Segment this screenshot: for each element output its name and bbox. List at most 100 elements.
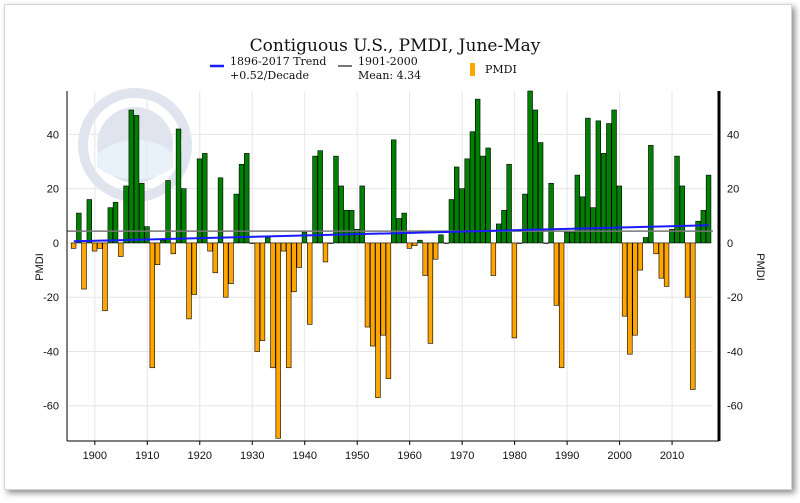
pmdi-bar-2016 bbox=[700, 210, 706, 244]
pmdi-bar-1993 bbox=[579, 196, 586, 244]
pmdi-bar-2009 bbox=[663, 242, 670, 287]
pmdi-bar-1914 bbox=[165, 180, 171, 244]
pmdi-bar-1919 bbox=[191, 242, 197, 295]
pmdi-bar-1900 bbox=[91, 242, 98, 252]
pmdi-bar-1966 bbox=[438, 234, 444, 244]
x-tick-label: 1980 bbox=[502, 450, 526, 462]
pmdi-bar-1924 bbox=[217, 177, 224, 244]
y-tick-label-right: 0 bbox=[727, 238, 733, 250]
y-tick-label-left: 40 bbox=[47, 129, 59, 141]
pmdi-bar-1948 bbox=[343, 210, 350, 244]
pmdi-bar-1970 bbox=[459, 188, 465, 244]
y-tick-label-left: 0 bbox=[53, 238, 59, 250]
pmdi-bar-1957 bbox=[391, 139, 397, 244]
pmdi-bar-2017 bbox=[705, 174, 712, 244]
pmdi-bar-1925 bbox=[223, 242, 229, 298]
pmdi-bar-1898 bbox=[81, 242, 87, 290]
pmdi-bar-1939 bbox=[296, 242, 302, 268]
pmdi-bar-1955 bbox=[380, 242, 386, 336]
x-tick-label: 1940 bbox=[292, 450, 316, 462]
pmdi-bar-1986 bbox=[543, 242, 549, 244]
legend-mean-value: Mean: 4.34 bbox=[358, 69, 421, 82]
pmdi-bar-1964 bbox=[427, 242, 434, 344]
pmdi-bar-2000 bbox=[616, 185, 623, 244]
pmdi-chart: Contiguous U.S., PMDI, June-May 1896-201… bbox=[34, 36, 766, 462]
pmdi-bar-1983 bbox=[527, 90, 533, 244]
y-tick-label-right: 40 bbox=[727, 129, 739, 141]
pmdi-bar-1932 bbox=[259, 242, 266, 341]
pmdi-bar-2004 bbox=[637, 242, 644, 271]
pmdi-bar-1991 bbox=[569, 231, 575, 244]
y-tick-label-left: -20 bbox=[43, 292, 59, 304]
pmdi-bar-1921 bbox=[202, 153, 208, 244]
pmdi-bar-1937 bbox=[286, 242, 292, 369]
pmdi-bar-1997 bbox=[600, 153, 607, 244]
pmdi-bar-1947 bbox=[338, 185, 344, 244]
chart-title: Contiguous U.S., PMDI, June-May bbox=[250, 36, 541, 56]
y-tick-label-right: -60 bbox=[727, 401, 743, 413]
y-tick-label-left: -40 bbox=[43, 346, 59, 358]
legend-mean-title: 1901-2000 bbox=[358, 55, 418, 68]
pmdi-bar-1918 bbox=[186, 242, 192, 320]
pmdi-bar-1982 bbox=[522, 193, 528, 244]
pmdi-bar-1967 bbox=[443, 242, 449, 244]
x-tick-label: 1990 bbox=[555, 450, 579, 462]
pmdi-bar-1945 bbox=[328, 242, 334, 244]
pmdi-bar-1940 bbox=[301, 231, 308, 244]
legend-item-mean: 1901-2000 Mean: 4.34 bbox=[338, 55, 421, 82]
pmdi-bar-1901 bbox=[97, 242, 103, 249]
pmdi-bar-1902 bbox=[102, 242, 108, 312]
x-tick-label: 2000 bbox=[607, 450, 631, 462]
pmdi-bar-2008 bbox=[658, 242, 665, 279]
pmdi-bar-1912 bbox=[154, 242, 161, 265]
pmdi-bar-1988 bbox=[553, 242, 560, 306]
pmdi-bar-2005 bbox=[642, 237, 649, 244]
trend-line bbox=[73, 224, 709, 243]
y-tick-label-right: -40 bbox=[727, 346, 743, 358]
pmdi-bar-1961 bbox=[411, 242, 418, 246]
pmdi-bar-1935 bbox=[275, 242, 281, 439]
y-tick-label-right: -20 bbox=[727, 292, 743, 304]
x-tick-label: 1930 bbox=[240, 450, 264, 462]
pmdi-bar-1978 bbox=[501, 210, 507, 244]
pmdi-bar-2012 bbox=[679, 185, 685, 244]
pmdi-bar-2013 bbox=[684, 242, 691, 298]
x-tick-label: 1960 bbox=[397, 450, 421, 462]
pmdi-bar-2003 bbox=[632, 242, 638, 336]
legend-pmdi-label: PMDI bbox=[485, 63, 517, 76]
pmdi-bar-1951 bbox=[359, 185, 365, 244]
pmdi-bar-1944 bbox=[322, 242, 329, 263]
pmdi-bar-1928 bbox=[238, 163, 245, 244]
pmdi-bar-1974 bbox=[480, 155, 486, 244]
y-tick-label-left: -60 bbox=[43, 401, 59, 413]
legend-pmdi-swatch bbox=[470, 63, 475, 76]
pmdi-bar-1913 bbox=[160, 239, 166, 244]
pmdi-bar-1995 bbox=[590, 207, 596, 244]
pmdi-bar-2007 bbox=[653, 242, 659, 255]
pmdi-bar-1959 bbox=[401, 212, 407, 244]
pmdi-bar-1943 bbox=[317, 150, 323, 244]
pmdi-bar-1979 bbox=[506, 163, 512, 244]
pmdi-bar-1933 bbox=[265, 237, 271, 244]
legend-item-pmdi: PMDI bbox=[470, 63, 517, 76]
pmdi-bar-1941 bbox=[307, 242, 313, 325]
pmdi-bar-1926 bbox=[228, 242, 234, 284]
pmdi-bar-2010 bbox=[669, 229, 675, 244]
pmdi-bar-1963 bbox=[422, 242, 428, 276]
pmdi-bar-1985 bbox=[537, 142, 544, 244]
legend-trend-title: 1896-2017 Trend bbox=[230, 55, 326, 68]
pmdi-bar-1896 bbox=[70, 242, 77, 249]
pmdi-bar-1990 bbox=[564, 231, 570, 244]
pmdi-bar-1920 bbox=[196, 158, 203, 244]
pmdi-bar-1917 bbox=[181, 188, 187, 244]
pmdi-bar-1942 bbox=[312, 155, 318, 244]
pmdi-bar-2006 bbox=[648, 144, 654, 244]
pmdi-bar-1934 bbox=[270, 242, 276, 369]
x-tick-label: 1900 bbox=[83, 450, 107, 462]
y-axis-title-left: PMDI bbox=[34, 253, 46, 281]
pmdi-bar-1975 bbox=[485, 147, 491, 244]
pmdi-bar-1911 bbox=[149, 242, 155, 369]
pmdi-bar-1989 bbox=[558, 242, 565, 369]
pmdi-bar-1992 bbox=[574, 174, 581, 244]
pmdi-bar-1946 bbox=[333, 155, 339, 244]
